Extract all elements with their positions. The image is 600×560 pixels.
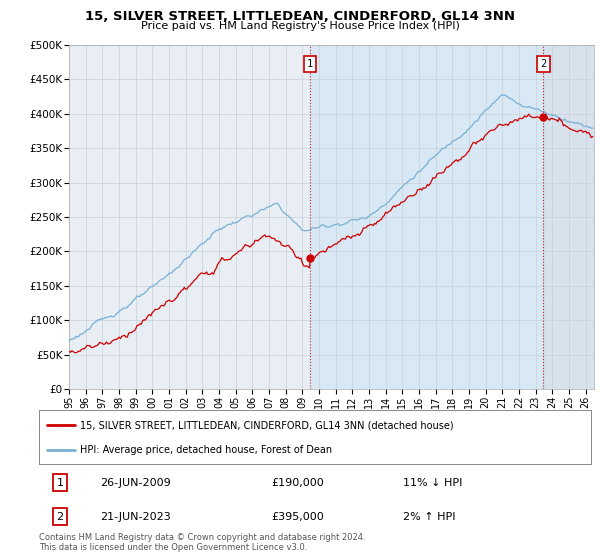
Text: Price paid vs. HM Land Registry's House Price Index (HPI): Price paid vs. HM Land Registry's House … xyxy=(140,21,460,31)
Text: 11% ↓ HPI: 11% ↓ HPI xyxy=(403,478,463,488)
Text: HPI: Average price, detached house, Forest of Dean: HPI: Average price, detached house, Fore… xyxy=(80,445,332,455)
Text: 15, SILVER STREET, LITTLEDEAN, CINDERFORD, GL14 3NN: 15, SILVER STREET, LITTLEDEAN, CINDERFOR… xyxy=(85,10,515,23)
Text: 2: 2 xyxy=(541,59,547,69)
Text: 21-JUN-2023: 21-JUN-2023 xyxy=(100,512,170,522)
Text: 1: 1 xyxy=(307,59,313,69)
Text: 2% ↑ HPI: 2% ↑ HPI xyxy=(403,512,456,522)
Text: 26-JUN-2009: 26-JUN-2009 xyxy=(100,478,170,488)
Bar xyxy=(544,45,594,389)
Text: Contains HM Land Registry data © Crown copyright and database right 2024.
This d: Contains HM Land Registry data © Crown c… xyxy=(39,533,365,552)
Text: 2: 2 xyxy=(56,512,64,522)
Text: 1: 1 xyxy=(56,478,64,488)
Text: £395,000: £395,000 xyxy=(271,512,323,522)
Text: 15, SILVER STREET, LITTLEDEAN, CINDERFORD, GL14 3NN (detached house): 15, SILVER STREET, LITTLEDEAN, CINDERFOR… xyxy=(80,421,454,431)
Text: £190,000: £190,000 xyxy=(271,478,323,488)
Bar xyxy=(310,45,544,389)
